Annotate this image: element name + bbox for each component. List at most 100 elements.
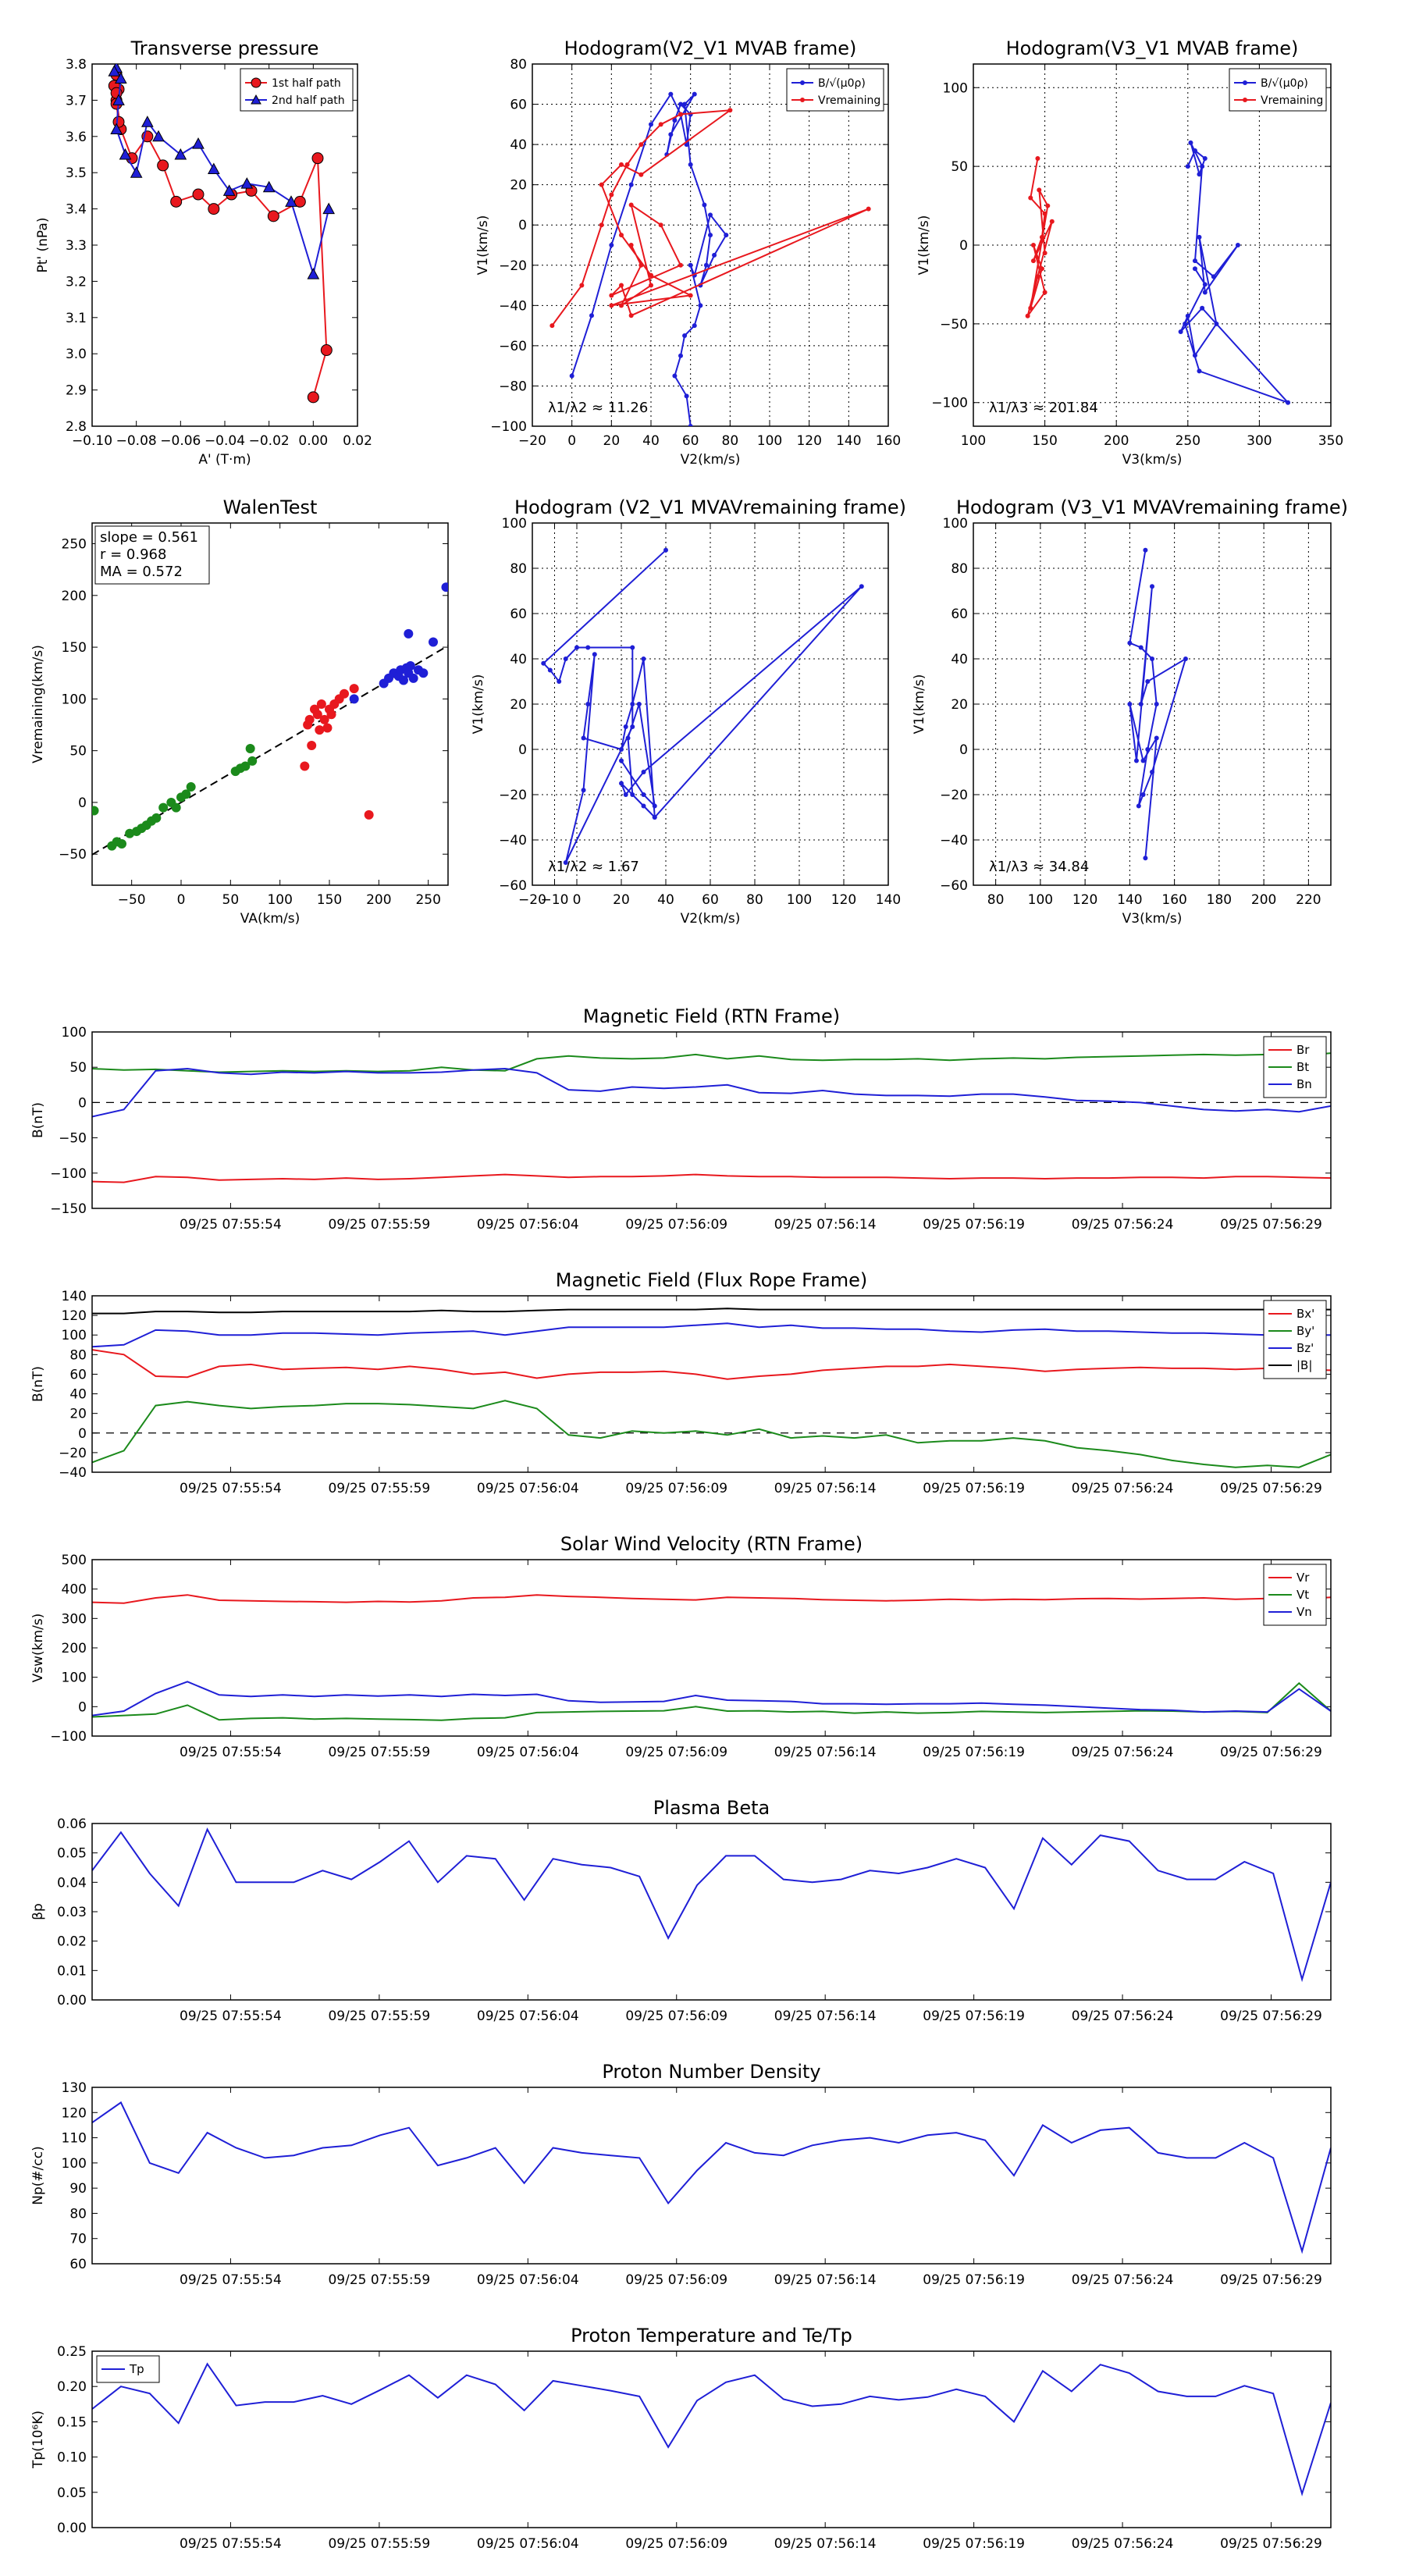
data-point — [619, 303, 624, 308]
y-tick-label: −50 — [940, 317, 968, 333]
y-tick-label: −60 — [499, 878, 527, 894]
series-line-1 — [571, 92, 727, 426]
plot-frame — [91, 522, 449, 886]
data-point — [703, 262, 709, 268]
series-line-Vr — [92, 1594, 1331, 1604]
time-tick-label: 09/25 07:56:24 — [1072, 2536, 1174, 2552]
scatter-point — [315, 725, 325, 735]
legend-label: Vn — [1297, 1605, 1312, 1619]
legend-frame — [1263, 1300, 1327, 1379]
scatter-point — [171, 802, 181, 813]
legend-label: Bn — [1297, 1077, 1312, 1091]
time-tick-label: 09/25 07:56:29 — [1220, 2272, 1322, 2288]
series-line-Vt — [92, 1681, 1331, 1721]
data-point — [1214, 321, 1219, 326]
x-tick-label: 200 — [366, 892, 391, 908]
data-point — [119, 148, 132, 160]
data-point — [619, 758, 624, 763]
plot-frame — [91, 2350, 1332, 2528]
legend-label: Bx' — [1297, 1307, 1314, 1321]
y-axis-label: Vremaining(km/s) — [30, 645, 46, 763]
data-point — [724, 233, 729, 238]
data-point — [1028, 195, 1033, 201]
data-point — [581, 788, 586, 793]
data-point — [708, 212, 713, 218]
time-tick-label: 09/25 07:56:09 — [625, 1481, 727, 1496]
data-point — [108, 65, 121, 76]
stat-line: r = 0.968 — [100, 546, 166, 563]
panel-title: Proton Temperature and Te/Tp — [571, 2325, 852, 2347]
y-axis-label: V1(km/s) — [471, 674, 486, 735]
y-tick-label: 40 — [951, 652, 968, 667]
data-point — [240, 177, 254, 189]
data-point — [222, 184, 236, 196]
legend-label: |B| — [1297, 1358, 1312, 1372]
eigenvalue-ratio: λ1/λ2 ≈ 11.26 — [548, 400, 648, 416]
data-point — [698, 303, 703, 308]
x-tick-label: 180 — [1207, 892, 1232, 908]
y-tick-label: 100 — [62, 1328, 87, 1343]
scatter-point — [186, 782, 196, 792]
timeseries-panel-3: 09/25 07:55:54 09/25 07:55:59 09/25 07:56:… — [30, 1533, 1332, 1760]
y-tick-label: 20 — [510, 178, 527, 194]
panel-title: Hodogram (V2_V1 MVAVremaining frame) — [514, 496, 906, 518]
time-tick-label: 09/25 07:55:54 — [180, 2272, 282, 2288]
x-axis-label: V2(km/s) — [681, 452, 741, 468]
data-point — [1211, 274, 1216, 279]
time-tick-label: 09/25 07:56:09 — [625, 1745, 727, 1760]
time-tick-label: 09/25 07:56:24 — [1072, 1217, 1174, 1233]
data-point — [702, 202, 707, 208]
data-point — [267, 210, 279, 222]
data-point — [678, 262, 683, 268]
y-tick-label: 150 — [62, 640, 87, 656]
time-tick-label: 09/25 07:56:14 — [774, 1217, 877, 1233]
data-point — [623, 724, 628, 729]
data-point — [678, 101, 683, 107]
plot-frame — [91, 1031, 1332, 1209]
y-axis-label: V1(km/s) — [916, 215, 932, 276]
x-tick-label: 100 — [787, 892, 812, 908]
legend-label: Tp — [129, 2362, 144, 2376]
scatter-point — [319, 714, 329, 724]
time-tick-label: 09/25 07:55:59 — [328, 1217, 430, 1233]
x-tick-label: 80 — [746, 892, 763, 908]
y-tick-label: −50 — [59, 847, 87, 863]
y-tick-label: 50 — [951, 159, 968, 175]
legend-marker — [800, 80, 805, 85]
data-point — [663, 547, 668, 553]
y-tick-label: 120 — [62, 2105, 87, 2121]
y-tick-label: 80 — [951, 561, 968, 577]
y-tick-label: −40 — [499, 298, 527, 314]
x-tick-label: 80 — [722, 433, 739, 449]
data-point — [1049, 219, 1055, 224]
y-tick-label: 100 — [943, 516, 968, 532]
y-tick-label: 3.1 — [66, 311, 87, 326]
time-tick-label: 09/25 07:55:54 — [180, 2008, 282, 2024]
data-point — [859, 584, 864, 589]
x-tick-label: −0.10 — [72, 433, 112, 449]
y-tick-label: −20 — [499, 258, 527, 274]
series-line-|B| — [92, 1308, 1331, 1315]
x-tick-label: 0.02 — [343, 433, 372, 449]
time-tick-label: 09/25 07:55:54 — [180, 2536, 282, 2552]
data-point — [628, 243, 634, 247]
y-tick-label: 100 — [62, 692, 87, 707]
time-tick-label: 09/25 07:56:29 — [1220, 2008, 1322, 2024]
x-tick-label: 0.00 — [298, 433, 328, 449]
time-tick-label: 09/25 07:56:24 — [1072, 2272, 1174, 2288]
legend: Bx' By' Bz' |B| — [1263, 1300, 1327, 1379]
x-tick-label: 200 — [1104, 433, 1129, 449]
data-point — [192, 188, 205, 201]
scatter-point — [247, 756, 258, 766]
data-point — [170, 195, 183, 208]
panel-title: Hodogram (V3_V1 MVAVremaining frame) — [956, 496, 1348, 518]
y-tick-label: 60 — [69, 1367, 87, 1382]
x-tick-label: 80 — [987, 892, 1005, 908]
time-tick-label: 09/25 07:55:59 — [328, 1481, 430, 1496]
panel-title: Solar Wind Velocity (RTN Frame) — [560, 1533, 863, 1555]
data-point — [649, 272, 653, 278]
data-point — [541, 660, 546, 666]
data-point — [1202, 290, 1208, 295]
